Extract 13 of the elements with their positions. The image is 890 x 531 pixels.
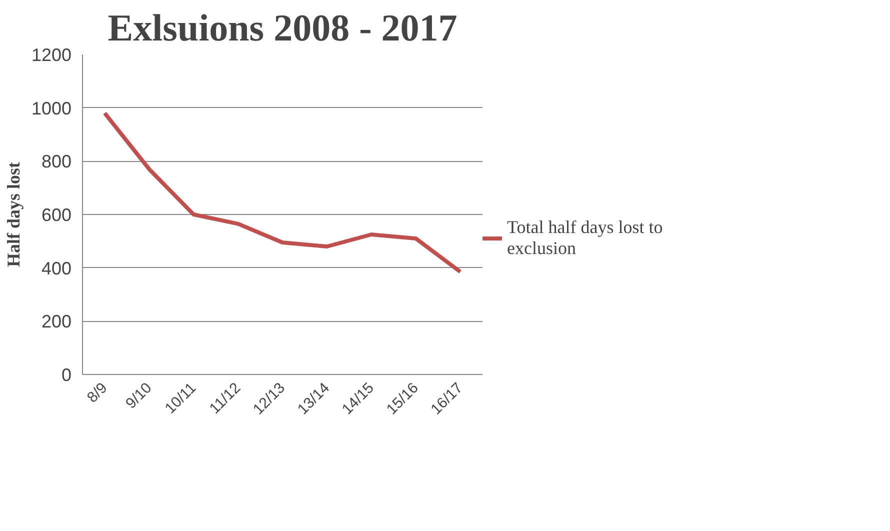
y-tick-label: 800 [41, 152, 72, 172]
y-tick-label: 600 [41, 205, 72, 225]
y-tick-label: 200 [41, 312, 72, 332]
y-tick-label: 1200 [31, 45, 72, 65]
legend-label: Total half days lost to exclusion [507, 217, 663, 259]
x-tick-label: 8/9 [84, 379, 111, 406]
y-tick-label: 0 [61, 365, 72, 385]
y-tick-label: 400 [41, 258, 72, 278]
chart-title: Exlsuions 2008 - 2017 [108, 8, 458, 50]
y-axis-title: Half days lost [3, 162, 24, 268]
line-series [102, 111, 462, 274]
x-tick-label: 9/10 [122, 379, 156, 412]
y-tick-label: 1000 [31, 98, 72, 118]
